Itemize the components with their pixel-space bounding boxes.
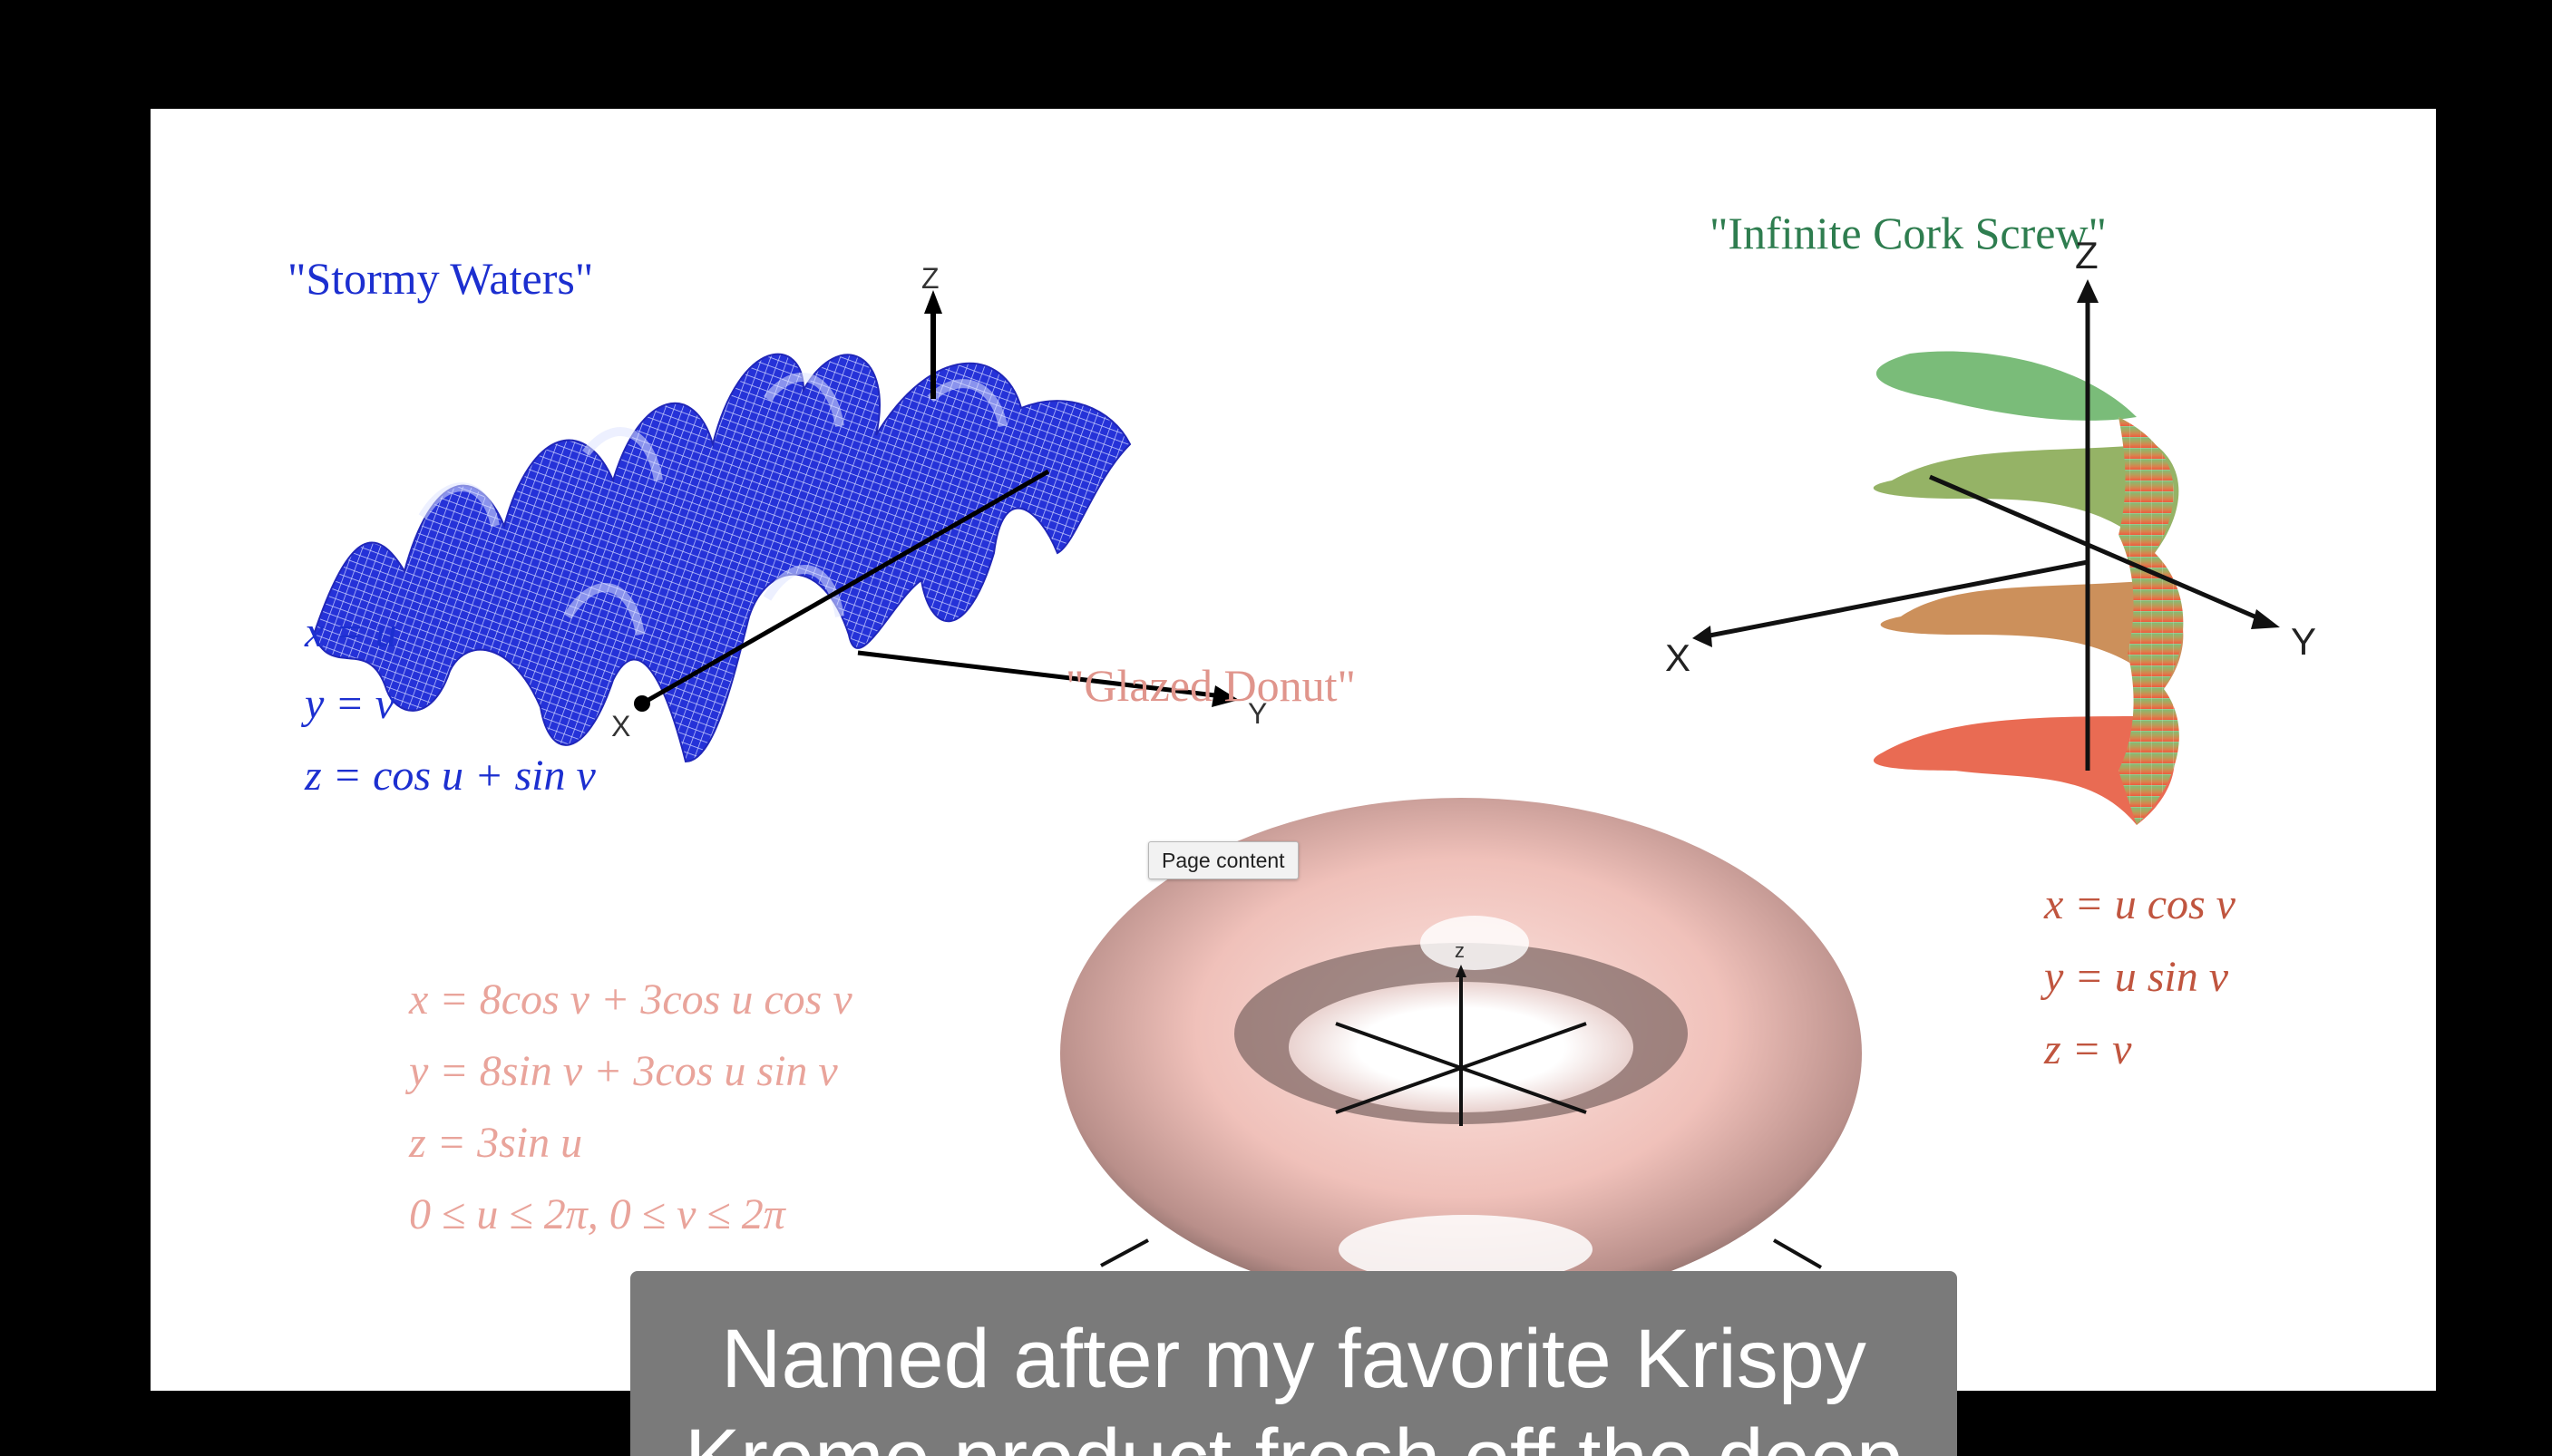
slide: "Stormy Waters" Z X Y x = u y = v z = co… — [151, 109, 2436, 1391]
stormy-equation-z: z = cos u + sin v — [305, 740, 596, 811]
caption-line-1: Named after my favorite Krispy — [630, 1309, 1957, 1409]
donut-equation-y: y = 8sin v + 3cos u sin v — [409, 1035, 852, 1107]
cork-screw-equations: x = u cos v y = u sin v z = v — [2044, 869, 2235, 1086]
cork-equation-z: z = v — [2044, 1014, 2235, 1086]
stormy-z-label: Z — [921, 262, 940, 295]
caption-line-2: Kreme product fresh off the deep — [630, 1409, 1957, 1456]
stormy-equation-x: x = u — [305, 597, 596, 668]
stormy-waters-equations: x = u y = v z = cos u + sin v — [305, 597, 596, 811]
page-content-tooltip: Page content — [1148, 841, 1299, 879]
stormy-equation-y: y = v — [305, 668, 596, 740]
donut-equation-x: x = 8cos v + 3cos u cos v — [409, 964, 852, 1035]
donut-x-axis — [1101, 1240, 1148, 1266]
glazed-donut-equations: x = 8cos v + 3cos u cos v y = 8sin v + 3… — [409, 964, 852, 1250]
caption-box: Named after my favorite Krispy Kreme pro… — [630, 1271, 1957, 1456]
cork-screw-title: "Infinite Cork Screw" — [1709, 207, 2107, 259]
donut-z-label: z — [1455, 939, 1465, 962]
cork-y-label: Y — [2291, 620, 2316, 663]
cork-equation-x: x = u cos v — [2044, 869, 2235, 941]
donut-y-axis — [1774, 1240, 1821, 1267]
donut-equation-range: 0 ≤ u ≤ 2π, 0 ≤ v ≤ 2π — [409, 1179, 852, 1250]
cork-x-label: X — [1665, 636, 1690, 679]
glazed-donut-title: "Glazed Donut" — [1066, 659, 1356, 712]
cork-equation-y: y = u sin v — [2044, 941, 2235, 1014]
stormy-x-label: X — [611, 710, 630, 743]
cork-z-label: Z — [2075, 234, 2099, 277]
donut-equation-z: z = 3sin u — [409, 1107, 852, 1179]
